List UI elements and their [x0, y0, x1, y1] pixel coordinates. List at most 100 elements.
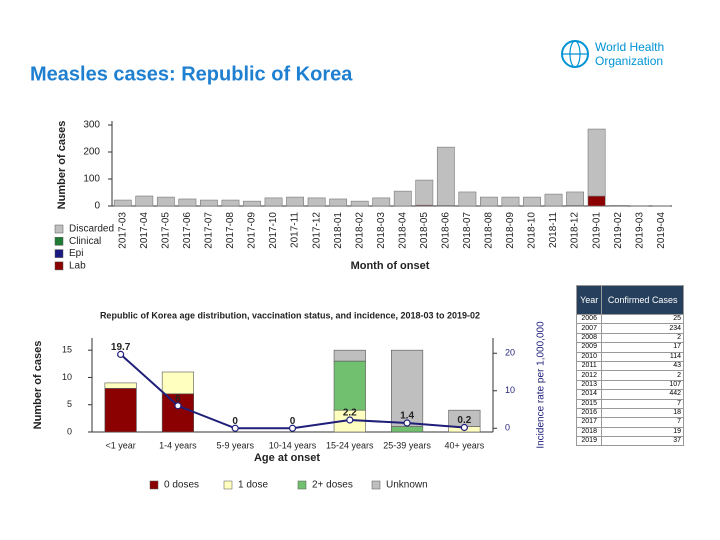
bar-segment — [156, 196, 175, 207]
bar-segment — [200, 199, 218, 207]
legend-swatch — [149, 480, 159, 490]
y-tick-label: 300 — [83, 120, 100, 131]
x-tick-label: 5-9 years — [216, 440, 254, 450]
bar-segment — [104, 388, 137, 433]
table-row: 2010 114 — [575, 351, 684, 362]
legend-label: Epi — [69, 248, 83, 259]
bar-segment — [609, 205, 628, 207]
x-tick-label: 2017-04 — [139, 212, 150, 249]
x-tick-label: 2019-03 — [634, 212, 645, 249]
bar-segment — [480, 196, 498, 207]
x-tick-label: 2019-02 — [613, 212, 624, 249]
x-tick-label: 2018-06 — [440, 212, 451, 249]
incidence-point — [288, 424, 297, 432]
x-tick-label: 2017-08 — [225, 212, 236, 249]
x-tick-label: 10-14 years — [269, 440, 317, 450]
bar-segment — [587, 128, 606, 197]
legend-label: 2+ doses — [312, 480, 353, 491]
y-tick-label: 200 — [83, 147, 100, 158]
y-tick-label: 100 — [83, 174, 100, 185]
table-cell: 2006 — [575, 313, 603, 325]
x-tick-label: 2018-03 — [376, 212, 387, 249]
table-row: 2019 37 — [575, 436, 684, 447]
bar-segment — [333, 360, 366, 411]
table-cell: 107 — [601, 379, 684, 391]
x-tick-label: 2018-08 — [484, 212, 495, 249]
bar-segment — [458, 191, 477, 207]
bar-segment — [135, 195, 154, 207]
table-cell: 2016 — [575, 407, 603, 419]
x-tick-label: 2017-05 — [160, 212, 171, 249]
x-axis-label: Month of onset — [351, 260, 430, 272]
table-row: 2013 107 — [575, 379, 684, 391]
bar-segment — [544, 193, 563, 207]
y-tick-label: 5 — [67, 399, 72, 409]
legend-label: Lab — [69, 261, 86, 272]
table-cell: 114 — [601, 351, 684, 362]
x-tick-label: <1 year — [106, 440, 136, 450]
logo-text: Organization — [595, 54, 663, 68]
incidence-label: 6 — [175, 393, 181, 404]
x-axis-label: Age at onset — [254, 452, 320, 464]
table-cell: 234 — [601, 323, 684, 334]
table-cell: 2012 — [575, 370, 603, 381]
legend-swatch — [371, 480, 381, 490]
bar-segment — [501, 196, 520, 207]
bar-segment — [161, 371, 194, 395]
bar-segment — [372, 197, 391, 207]
bar-segment — [104, 382, 137, 389]
x-tick-label: 2018-07 — [462, 212, 473, 249]
bar-segment — [415, 179, 434, 206]
x-tick-label: 2017-07 — [204, 212, 215, 249]
slide-title: Measles cases: Republic of Korea — [30, 63, 353, 85]
x-tick-label: 2017-03 — [117, 212, 128, 249]
table-cell: 442 — [601, 389, 684, 400]
x-tick-label: 2019-01 — [591, 212, 602, 249]
table-cell: 2018 — [575, 426, 603, 438]
table-cell: 2009 — [575, 342, 603, 353]
table-cell: 37 — [601, 436, 684, 447]
bar-segment — [178, 198, 197, 207]
x-tick-label: 15-24 years — [326, 440, 374, 450]
bar-segment — [436, 146, 455, 206]
y2-tick-label: 0 — [505, 423, 510, 433]
x-tick-label: 2018-05 — [419, 212, 430, 249]
y-axis-label: Number of cases — [32, 341, 44, 430]
bar-segment — [350, 200, 369, 207]
bar-segment — [391, 426, 424, 433]
table-row: 2007 234 — [575, 323, 684, 334]
x-tick-label: 2017-09 — [247, 212, 258, 249]
cases-table: Year Confirmed Cases 2006 25 2007 234 2008 2 200… — [575, 285, 684, 447]
y2-axis-label: Incidence rate per 1,000,000 — [536, 321, 547, 449]
who-logo: World Health Organization — [561, 40, 664, 68]
legend-swatch — [54, 224, 64, 234]
table-cell: 7 — [601, 417, 684, 428]
x-tick-label: 2018-04 — [397, 212, 408, 249]
legend-swatch — [223, 480, 233, 490]
bar-segment — [393, 190, 412, 207]
table-cell: 7 — [601, 398, 684, 409]
bar-segment — [113, 199, 132, 207]
table-cell: 17 — [601, 342, 684, 353]
legend-swatch — [54, 237, 64, 246]
table-cell: 2015 — [575, 398, 603, 409]
table-cell: 2017 — [575, 417, 603, 428]
table-cell: 2011 — [575, 360, 603, 372]
table-cell: 18 — [601, 407, 684, 419]
bar-segment — [286, 196, 304, 207]
x-tick-label: 1-4 years — [159, 440, 197, 450]
x-tick-label: 2019-04 — [656, 212, 667, 249]
y-tick-label: 10 — [62, 372, 72, 382]
incidence-label: 0 — [290, 416, 296, 427]
bar-segment — [221, 199, 240, 207]
x-tick-label: 2017-06 — [182, 212, 193, 249]
incidence-label: 0.2 — [457, 415, 471, 426]
incidence-point — [403, 419, 411, 427]
table-row: 2012 2 — [575, 370, 684, 381]
table-cell: 25 — [601, 313, 684, 325]
table-cell: 19 — [601, 426, 684, 438]
table-cell: 2010 — [575, 351, 603, 362]
x-tick-label: 2017-11 — [290, 212, 301, 248]
legend-swatch — [297, 480, 307, 490]
